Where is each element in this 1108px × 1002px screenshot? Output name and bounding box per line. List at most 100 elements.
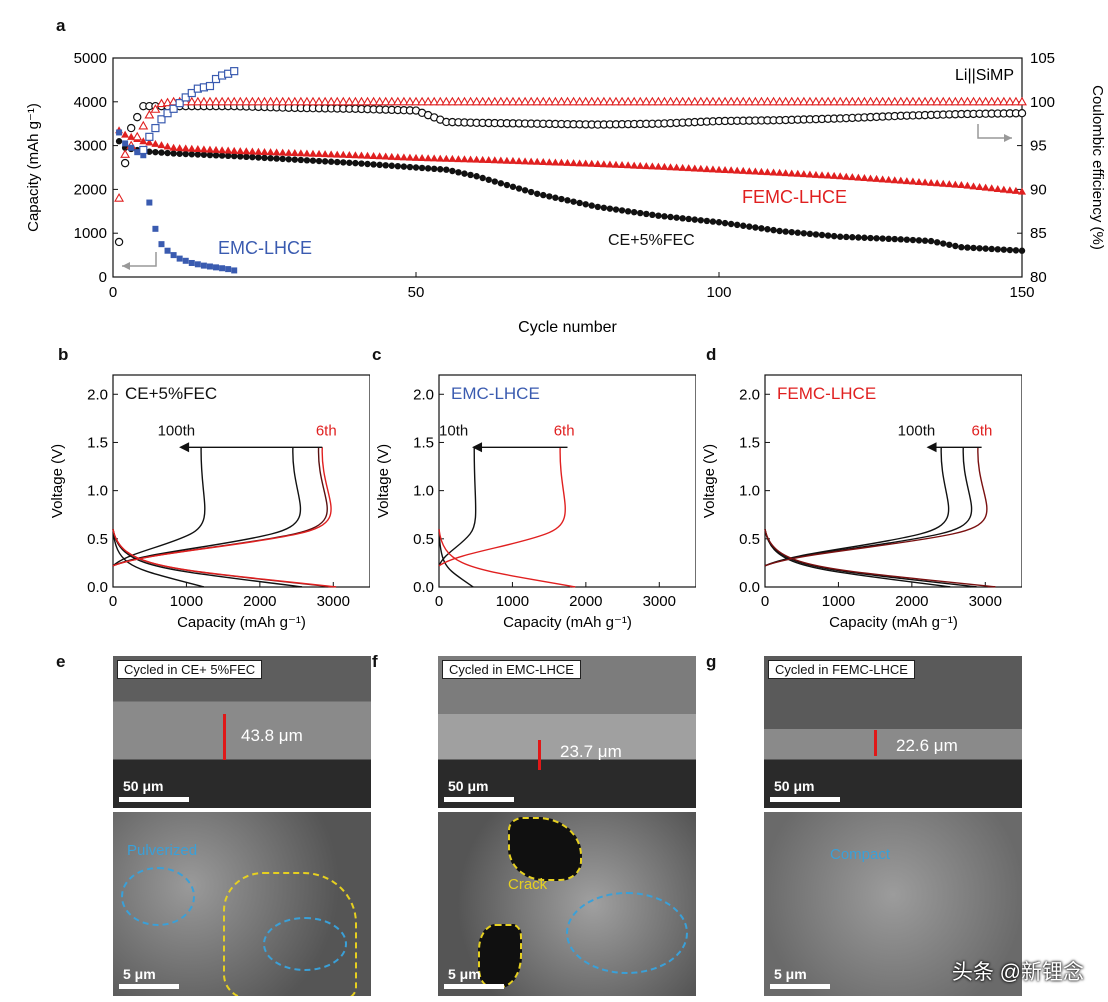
data-point bbox=[853, 96, 864, 106]
sem-image-g-surface: Compact 5 μm bbox=[764, 812, 1022, 996]
data-point bbox=[344, 96, 355, 106]
data-point bbox=[752, 224, 759, 231]
y-axis-label: Voltage (V) bbox=[701, 444, 718, 518]
y-tick-label: 2.0 bbox=[413, 386, 434, 403]
data-point bbox=[241, 96, 252, 106]
data-point bbox=[570, 198, 577, 205]
data-point bbox=[213, 264, 220, 271]
data-point bbox=[454, 155, 463, 163]
left-axis-arrow bbox=[122, 252, 157, 267]
data-point bbox=[405, 153, 414, 161]
crack-outline bbox=[478, 924, 522, 988]
data-point bbox=[764, 226, 771, 233]
data-point bbox=[284, 148, 293, 156]
data-point bbox=[629, 96, 640, 106]
data-point bbox=[980, 96, 991, 106]
data-point bbox=[776, 227, 783, 235]
panel-label-f: f bbox=[372, 652, 378, 671]
data-point bbox=[811, 170, 820, 178]
scale-bar bbox=[770, 797, 840, 802]
data-point bbox=[448, 154, 457, 162]
data-point bbox=[915, 237, 923, 244]
series-label-emc: EMC-LHCE bbox=[218, 238, 312, 258]
data-point bbox=[982, 245, 989, 252]
cycling-chart: 0 50 100 150 0 1000 2000 3000 4000 5000 80 85 90 95 10… bbox=[25, 50, 1106, 336]
data-point bbox=[164, 149, 171, 157]
y-axis-label: Voltage (V) bbox=[49, 444, 66, 518]
y2-tick-label: 100 bbox=[1030, 94, 1055, 111]
data-point bbox=[884, 175, 893, 183]
data-point bbox=[641, 96, 652, 106]
discharge-curve bbox=[438, 529, 576, 588]
data-point bbox=[429, 96, 440, 106]
y-tick-label: 0.5 bbox=[739, 531, 760, 548]
x-tick-label: 1000 bbox=[822, 593, 855, 610]
data-point bbox=[314, 96, 324, 106]
data-point bbox=[720, 96, 731, 106]
data-point bbox=[895, 96, 906, 106]
data-point bbox=[667, 213, 674, 221]
data-point bbox=[400, 163, 408, 170]
data-point bbox=[733, 166, 742, 174]
data-point bbox=[532, 96, 543, 106]
data-point bbox=[544, 96, 555, 106]
sem-image-e-surface: Pulverized 5 μm bbox=[113, 812, 371, 996]
data-point bbox=[218, 152, 226, 159]
y-tick-label: 5000 bbox=[74, 50, 107, 67]
panel-label-d: d bbox=[706, 345, 717, 364]
data-point bbox=[205, 81, 215, 91]
data-point bbox=[133, 112, 142, 122]
data-point bbox=[283, 96, 294, 106]
data-point bbox=[327, 158, 335, 165]
y-tick-label: 1.5 bbox=[87, 434, 108, 451]
y-tick-label: 2.0 bbox=[87, 386, 108, 403]
data-point bbox=[842, 172, 851, 180]
data-point bbox=[872, 174, 881, 182]
data-point bbox=[375, 152, 384, 160]
data-point bbox=[412, 153, 420, 161]
data-point bbox=[859, 96, 870, 106]
data-point bbox=[860, 174, 869, 182]
x-tick-label: 0 bbox=[109, 593, 117, 610]
data-point bbox=[478, 155, 487, 163]
data-point bbox=[157, 115, 166, 124]
data-point bbox=[768, 96, 779, 106]
data-point bbox=[552, 194, 559, 201]
x-tick-label: 150 bbox=[1009, 284, 1034, 301]
data-point bbox=[182, 257, 189, 264]
data-point bbox=[757, 167, 766, 175]
data-point bbox=[237, 153, 244, 160]
curve-6th bbox=[438, 447, 576, 588]
sem-tag: Cycled in CE+ 5%FEC bbox=[117, 660, 263, 679]
x-tick-label: 3000 bbox=[643, 593, 676, 610]
data-point bbox=[563, 158, 572, 166]
data-point bbox=[732, 96, 743, 106]
data-point bbox=[404, 96, 415, 106]
scale-label: 5 μm bbox=[448, 966, 481, 982]
data-point bbox=[538, 96, 549, 106]
x-tick-label: 0 bbox=[109, 284, 117, 301]
data-point bbox=[672, 163, 681, 171]
data-point bbox=[594, 203, 601, 211]
data-point bbox=[417, 96, 428, 106]
data-point bbox=[388, 162, 395, 169]
sem-image-f-cross-section: Cycled in EMC-LHCE 23.7 μm 50 μm bbox=[438, 656, 696, 808]
data-point bbox=[346, 159, 353, 166]
data-point bbox=[605, 160, 614, 168]
panel-label-e: e bbox=[56, 652, 66, 671]
data-point bbox=[515, 157, 524, 165]
y-tick-label: 1.0 bbox=[739, 483, 760, 500]
y-tick-label: 0.5 bbox=[87, 531, 108, 548]
data-point bbox=[321, 150, 330, 158]
series-ce-5-fec bbox=[115, 138, 1026, 254]
y-tick-label: 1000 bbox=[74, 225, 107, 242]
data-point bbox=[424, 154, 433, 162]
data-point bbox=[793, 169, 802, 177]
data-point bbox=[332, 96, 343, 106]
charge-curve bbox=[764, 447, 988, 567]
data-point bbox=[260, 147, 269, 155]
data-point bbox=[120, 149, 131, 158]
data-point bbox=[200, 151, 208, 158]
data-point bbox=[212, 152, 220, 159]
data-point bbox=[787, 169, 796, 177]
